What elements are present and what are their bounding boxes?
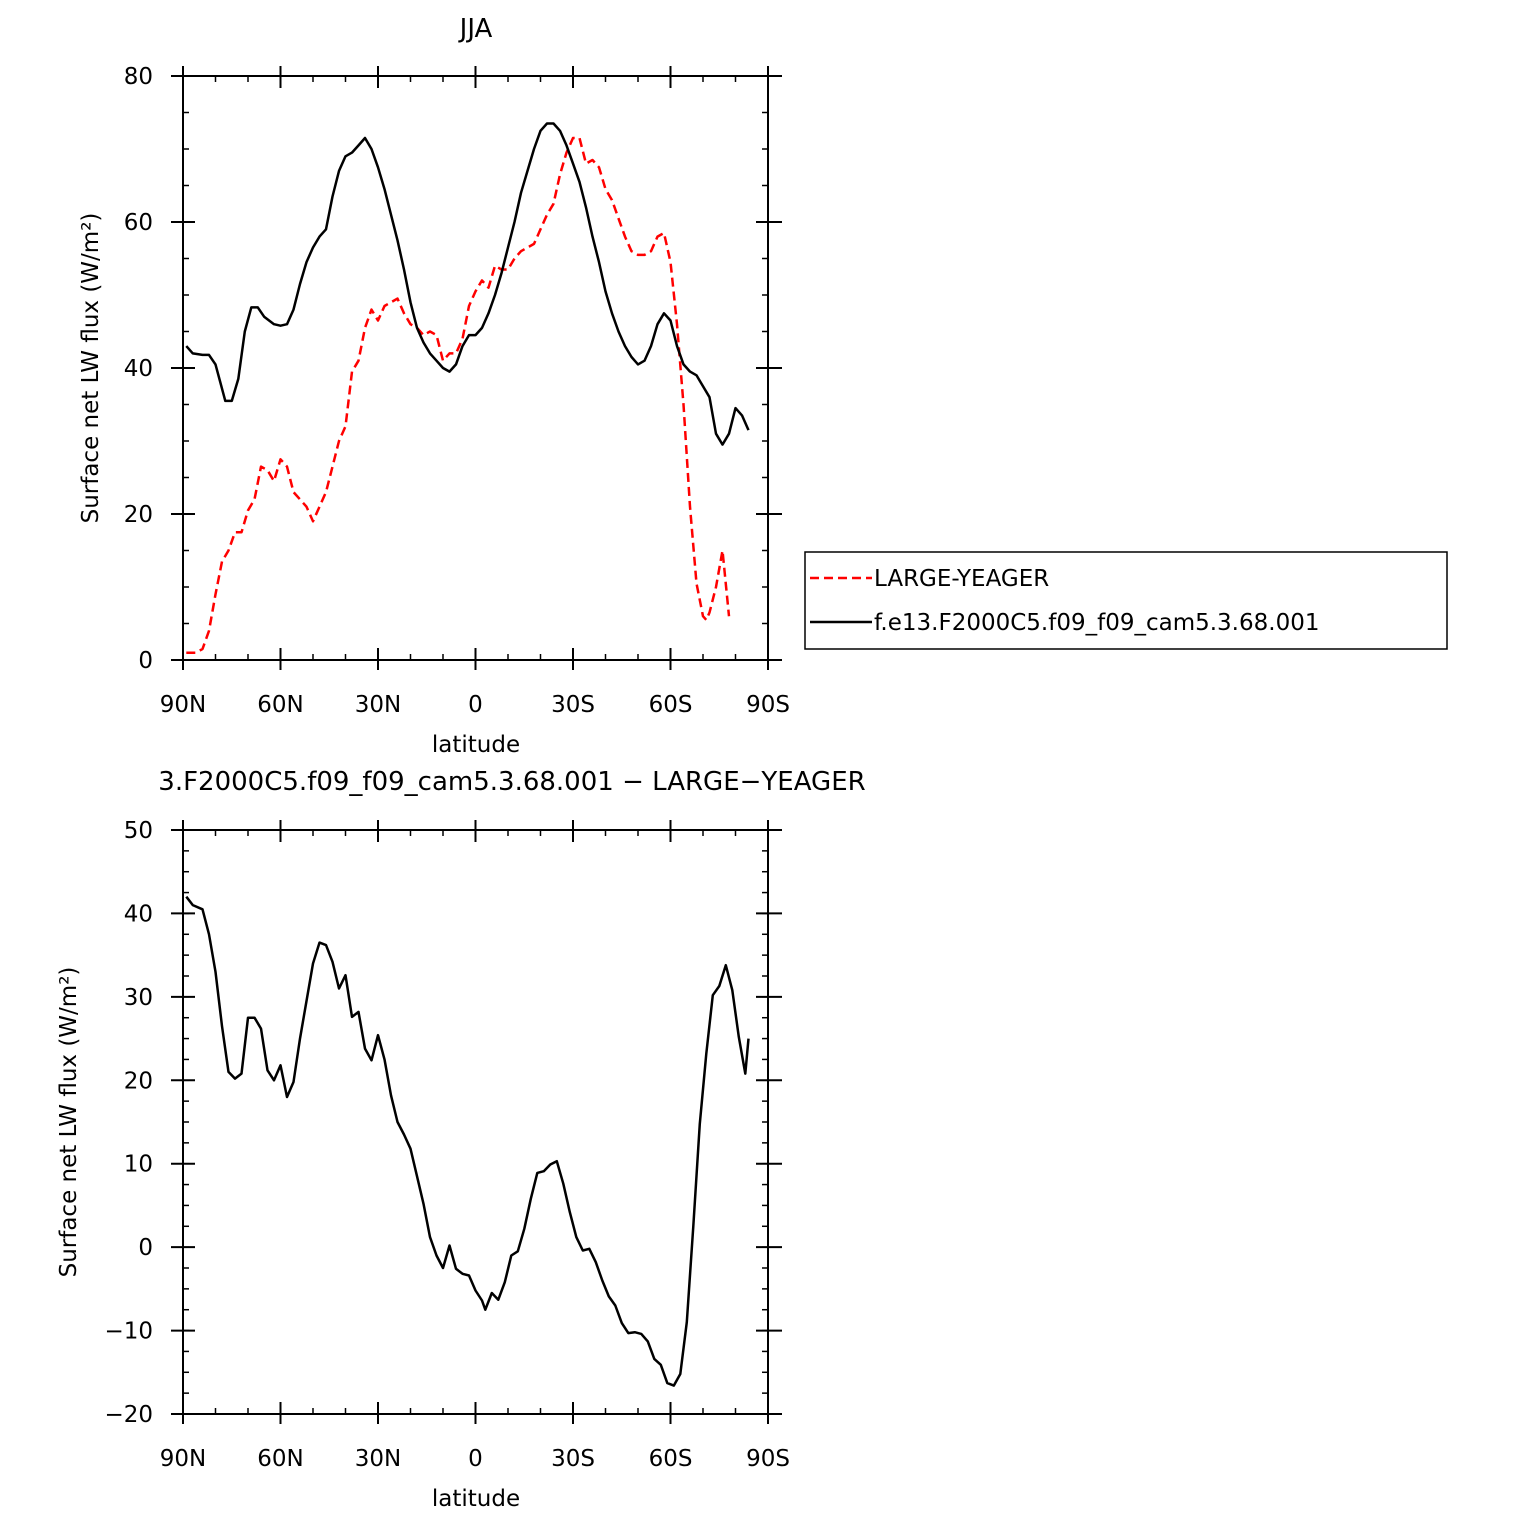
x-tick-label: 60N [257,1446,303,1472]
y-tick-label: 20 [124,1068,153,1094]
top-tick-labels: 90N 60N 30N 0 30S 60S 90S 0 20 40 60 80 [124,64,790,718]
legend-box [804,551,1448,650]
y-tick-label: 50 [124,818,153,844]
x-tick-label: 30N [355,1446,401,1472]
bottom-panel: 3.F2000C5.f09_f09_cam5.3.68.001 − LARGE−… [56,767,866,1512]
y-tick-label: −10 [104,1319,153,1345]
legend-label-cam5-run: f.e13.F2000C5.f09_f09_cam5.3.68.001 [874,610,1319,636]
x-tick-label: 60N [257,692,303,718]
top-ticks [171,66,782,670]
x-tick-label: 90S [746,692,790,718]
x-tick-label: 0 [468,692,483,718]
y-tick-label: 40 [124,901,153,927]
y-tick-label: 30 [124,985,153,1011]
x-tick-label: 30S [551,1446,595,1472]
top-x-axis-label: latitude [432,732,520,758]
bottom-series-line-0 [185,895,750,1387]
top-chart-title: JJA [458,14,493,44]
x-tick-label: 60S [649,1446,693,1472]
top-panel: JJA 90N 60N 30N 0 30S 60S 90S 0 20 40 60 80 latitud… [78,14,790,758]
x-tick-label: 60S [649,692,693,718]
x-tick-label: 30N [355,692,401,718]
top-plot-frame [182,75,769,661]
x-tick-label: 0 [468,1446,483,1472]
top-series-line-0 [186,136,731,654]
y-tick-label: 10 [124,1152,153,1178]
top-series-line-1 [185,122,750,446]
y-tick-label: 60 [124,210,153,236]
top-y-axis-label: Surface net LW flux (W/m²) [78,213,104,524]
bottom-x-axis-label: latitude [432,1486,520,1512]
y-tick-label: 80 [124,64,153,90]
x-tick-label: 90N [160,1446,206,1472]
bottom-chart-title: 3.F2000C5.f09_f09_cam5.3.68.001 − LARGE−… [158,767,865,797]
y-tick-label: 0 [138,1235,153,1261]
bottom-y-axis-label: Surface net LW flux (W/m²) [56,967,82,1278]
x-tick-label: 30S [551,692,595,718]
legend-label-large-yeager: LARGE-YEAGER [874,566,1049,592]
top-series-group [185,122,750,654]
y-tick-label: −20 [104,1402,153,1428]
x-tick-label: 90S [746,1446,790,1472]
bottom-tick-labels: 90N 60N 30N 0 30S 60S 90S −20 −10 0 10 20 30 40 50 [104,818,789,1472]
bottom-ticks [171,820,782,1424]
y-tick-label: 20 [124,502,153,528]
x-tick-label: 90N [160,692,206,718]
y-tick-label: 0 [138,648,153,674]
y-tick-label: 40 [124,356,153,382]
legend: LARGE-YEAGER f.e13.F2000C5.f09_f09_cam5.… [804,551,1448,650]
bottom-series-group [185,895,750,1387]
bottom-plot-frame [182,829,769,1415]
